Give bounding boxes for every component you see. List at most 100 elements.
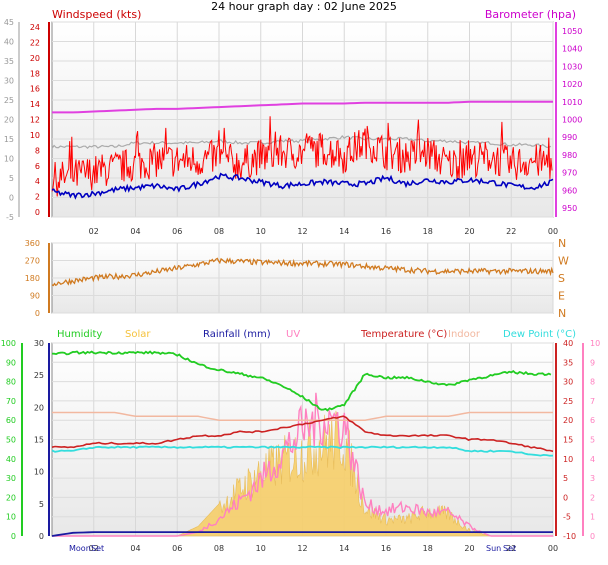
compass-label: E (558, 290, 565, 303)
sunset-label: Set (503, 544, 516, 553)
series-grey (51, 134, 552, 150)
baro-tick: 1050 (562, 27, 582, 36)
temperature-tick: 5 (563, 474, 568, 483)
x-tick-label-top: 16 (381, 227, 391, 236)
x-tick-label-bottom: 14 (339, 544, 349, 553)
left-tick-kts: 40 (4, 38, 14, 47)
temperature-tick: 30 (563, 378, 573, 387)
moon-label: Moon (69, 544, 91, 553)
temperature-tick: 35 (563, 358, 573, 367)
uv-tick: 4 (590, 455, 595, 464)
baro-tick: 1040 (562, 45, 582, 54)
series-rainfall (51, 531, 553, 537)
x-tick-label-bottom: 20 (464, 544, 474, 553)
solar-tick: 15 (34, 436, 44, 445)
x-tick-label-bottom: 04 (130, 544, 140, 553)
baro-tick: 970 (562, 169, 577, 178)
x-tick-label-top: 14 (339, 227, 349, 236)
moonset-label: Set (91, 544, 104, 553)
x-tick-label-bottom: 10 (256, 544, 266, 553)
series-uv (52, 392, 553, 537)
temperature-tick: 40 (563, 339, 573, 348)
solar-tick: 30 (34, 339, 44, 348)
humidity-tick: 30 (6, 474, 16, 483)
x-tick-label-bottom: 06 (172, 544, 182, 553)
baro-tick: 1000 (562, 116, 582, 125)
baro-tick: 990 (562, 133, 577, 142)
solar-tick: 20 (34, 403, 44, 412)
left-tick-kts: 30 (4, 77, 14, 86)
chart-title: 24 hour graph day : 02 June 2025 (211, 0, 397, 13)
x-tick-label-top: 18 (423, 227, 433, 236)
series-dewpoint (51, 445, 554, 457)
compass-label: W (558, 255, 569, 268)
legend-indoor: Indoor (448, 329, 481, 340)
x-tick-label-bottom: 22 (506, 544, 516, 553)
wind-tick: 12 (30, 116, 40, 125)
series-indoor (52, 411, 553, 421)
baro-tick: 980 (562, 151, 577, 160)
wind-tick: 2 (35, 193, 40, 202)
left-tick-kts: 45 (4, 18, 14, 27)
legend-rainfall: Rainfall (mm) (203, 329, 271, 340)
compass-label: N (558, 307, 566, 320)
x-tick-label-top: 12 (297, 227, 307, 236)
baro-tick: 1020 (562, 80, 582, 89)
solar-tick: 25 (34, 371, 44, 380)
direction-tick: 360 (25, 239, 40, 248)
baro-tick: 1030 (562, 62, 582, 71)
wind-tick: 16 (30, 85, 40, 94)
x-tick-label-top: 04 (130, 227, 140, 236)
legend-humidity: Humidity (57, 329, 102, 340)
baro-tick: 960 (562, 186, 577, 195)
humidity-tick: 10 (6, 513, 16, 522)
x-tick-label-top: 06 (172, 227, 182, 236)
humidity-tick: 80 (6, 378, 16, 387)
x-tick-label-top: 08 (214, 227, 224, 236)
direction-tick: 0 (35, 309, 40, 318)
uv-tick: 5 (590, 436, 595, 445)
x-tick-label-bottom: 08 (214, 544, 224, 553)
left-tick-kts: 15 (4, 135, 14, 144)
solar-tick: 0 (39, 532, 44, 541)
series-windspeed (51, 116, 553, 197)
humidity-tick: 20 (6, 493, 16, 502)
temperature-tick: 15 (563, 436, 573, 445)
humidity-tick: 0 (11, 532, 16, 541)
wind-tick: 6 (35, 162, 40, 171)
uv-tick: 1 (590, 513, 595, 522)
x-tick-label-bottom: 02 (89, 544, 99, 553)
wind-tick: 8 (35, 146, 40, 155)
left-tick-kts: 0 (9, 194, 14, 203)
uv-tick: 9 (590, 358, 595, 367)
temperature-tick: -5 (563, 513, 571, 522)
x-tick-label-top: 20 (464, 227, 474, 236)
humidity-tick: 100 (1, 339, 16, 348)
wind-tick: 14 (30, 100, 40, 109)
series-temperature (51, 415, 554, 453)
solar-tick: 5 (39, 500, 44, 509)
humidity-tick: 70 (6, 397, 16, 406)
humidity-tick: 40 (6, 455, 16, 464)
temperature-tick: 20 (563, 416, 573, 425)
x-tick-label-bottom: 16 (381, 544, 391, 553)
wind-tick: 4 (35, 177, 40, 186)
solar-tick: 10 (34, 468, 44, 477)
uv-tick: 2 (590, 493, 595, 502)
baro-tick: 950 (562, 204, 577, 213)
left-tick-kts: 25 (4, 96, 14, 105)
temperature-tick: -10 (563, 532, 576, 541)
left-tick-kts: 20 (4, 116, 14, 125)
humidity-tick: 90 (6, 358, 16, 367)
legend-temperature: Temperature (°C) (360, 329, 447, 340)
wind-tick: 24 (30, 23, 40, 32)
temperature-tick: 10 (563, 455, 573, 464)
humidity-tick: 60 (6, 416, 16, 425)
uv-tick: 7 (590, 397, 595, 406)
uv-tick: 0 (590, 532, 595, 541)
wind-axis-title: Windspeed (kts) (52, 8, 141, 21)
direction-tick: 270 (25, 257, 40, 266)
direction-tick: 90 (30, 292, 40, 301)
